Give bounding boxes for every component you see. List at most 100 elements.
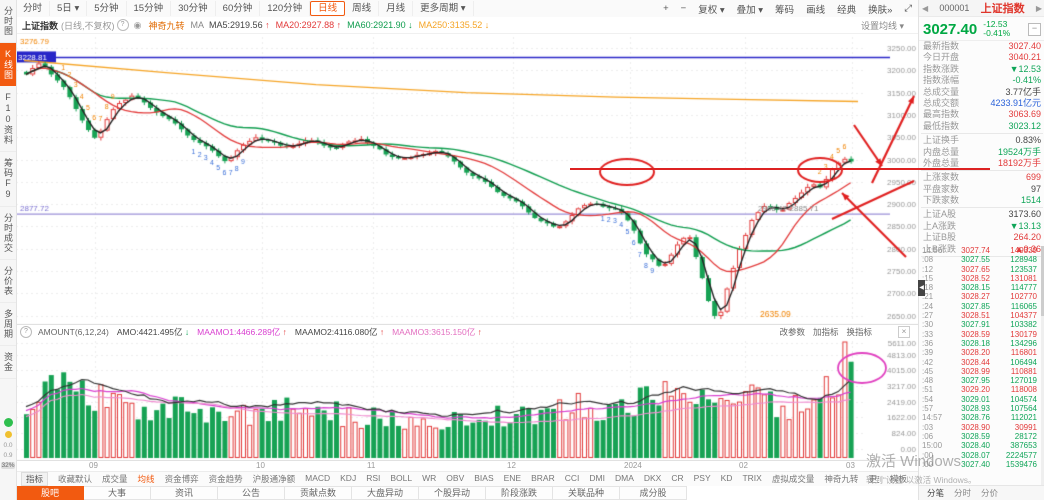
stat-row-总成交量: 总成交量 3.77亿手 [923,86,1041,97]
period-5分钟[interactable]: 5分钟 [87,1,127,16]
bottom-nav-阶段涨跌[interactable]: 阶段涨跌 [486,486,553,500]
amount-values: AMO:4421.495亿 ↓ MAAMO1:4466.289亿 ↑ MAAMO2:… [113,326,486,338]
set-ma-button[interactable]: 设置均线 ▾ [860,20,904,31]
indicator-tab-BRAR[interactable]: BRAR [531,473,555,483]
help-icon[interactable]: ? [116,19,129,31]
bottom-nav-成分股[interactable]: 成分股 [620,486,687,500]
indicator-tab-虚拟成交量[interactable]: 虚拟成交量 [771,474,815,484]
indicator-tab-资金趋势[interactable]: 资金趋势 [208,474,243,484]
tick-scrollbar[interactable] [1041,246,1044,485]
sidebar-tab-多周期[interactable]: 多周期 [0,303,16,346]
collapse-panel-button[interactable]: − [1028,22,1041,36]
magic-nine-label[interactable]: 神奇九转 [148,20,185,31]
bottom-nav-关联品种[interactable]: 关联品种 [553,486,620,500]
bottom-nav-个股异动[interactable]: 个股异动 [419,486,486,500]
indicator-tab-资金博弈[interactable]: 资金博弈 [164,474,199,484]
indicator-lead-label: 指标 [21,472,49,486]
indicator-tab-CR[interactable]: CR [671,473,684,483]
period-15分钟[interactable]: 15分钟 [127,1,172,16]
stat-row-外盘总量: 外盘总量 18192万手 [923,157,1041,168]
period-60分钟[interactable]: 60分钟 [216,1,261,16]
sidebar-tab-K线图[interactable]: K线图 [0,43,16,86]
period-月线[interactable]: 月线 [379,1,414,16]
tool-叠加[interactable]: 叠加 ▾ [736,4,764,16]
indicator-tab-BOLL[interactable]: BOLL [390,473,413,483]
indicator-tab-神奇九转[interactable]: 神奇九转 [824,474,859,484]
bottom-nav-资讯[interactable]: 资讯 [151,486,218,500]
tool-复权[interactable]: 复权 ▾ [698,4,725,16]
sidebar-tab-资金[interactable]: 资金 [0,346,16,379]
volume-chart[interactable] [16,339,918,461]
tool-经典[interactable]: 经典 [837,4,857,16]
tick-row: :08 3027.55 128948 [922,255,1037,265]
tool-⤢[interactable]: ⤢ [904,3,912,14]
indicator-tab-WR[interactable]: WR [422,473,437,483]
amount-link-换指标[interactable]: 换指标 [846,327,872,337]
bottom-nav-大事[interactable]: 大事 [84,486,151,500]
bottom-nav-股吧[interactable]: 股吧 [16,486,84,500]
tick-row: :03 3028.90 30991 [922,422,1037,432]
tool-筹码[interactable]: 筹码 [775,4,795,16]
quote-tab-分笔[interactable]: 分笔 [927,488,945,498]
period-周线[interactable]: 周线 [345,1,380,16]
amount-help-icon[interactable]: ? [20,326,32,338]
amount-link-加指标[interactable]: 加指标 [812,327,839,337]
date-axis-label: 03 [846,461,855,470]
tool-换肤[interactable]: 换肤» [868,4,893,16]
sidebar-tab-筹码F9[interactable]: 筹码F9 [0,152,16,207]
sidebar-tab-分时图[interactable]: 分时图 [0,0,16,43]
prev-stock-arrow[interactable]: ◀ [922,3,929,13]
sidebar-tab-分时成交[interactable]: 分时成交 [0,207,16,260]
tool-−[interactable]: − [680,3,687,14]
quote-tab-分时[interactable]: 分时 [954,488,972,498]
tool-+[interactable]: + [663,3,669,14]
tick-row: 14:56 3027.74 149330 [922,246,1037,255]
indicator-tab-KDJ[interactable]: KDJ [340,473,357,483]
tick-list[interactable]: 14:56 3027.74 149330:08 3027.55 128948:12 302… [919,246,1040,485]
bottom-nav-贡献点数[interactable]: 贡献点数 [285,486,352,500]
tick-row: 14:57 3028.76 112021 [922,413,1037,423]
indicator-tab-CCI[interactable]: CCI [564,473,580,483]
eye-icon[interactable]: ◉ [133,20,142,30]
indicator-tab-成交量[interactable]: 成交量 [102,474,128,484]
tick-row: 15:00 3028.40 387653 [922,441,1037,451]
sidebar-tab-F10资料[interactable]: F10资料 [0,86,16,152]
indicator-tab-KD[interactable]: KD [720,473,733,483]
panel-collapse-handle[interactable]: ◀ [918,280,925,296]
bottom-nav-公告[interactable]: 公告 [218,486,285,500]
period-120分钟[interactable]: 120分钟 [260,1,311,16]
tool-画线[interactable]: 画线 [806,4,826,16]
period-分时[interactable]: 分时 [16,1,51,16]
tick-row: :54 3029.01 104574 [922,394,1037,404]
indicator-tab-PSY[interactable]: PSY [693,473,711,483]
indicator-tab-均线[interactable]: 均线 [137,474,155,484]
indicator-tab-更多指标[interactable]: 更多指标 [868,474,878,484]
template-button[interactable]: 模板 [889,474,907,484]
indicator-tab-收藏默认[interactable]: 收藏默认 [58,474,93,484]
indicator-tab-DMA[interactable]: DMA [614,473,634,483]
close-indicator-icon[interactable]: × [898,326,910,338]
period-日线[interactable]: 日线 [310,1,346,16]
indicator-tab-DKX[interactable]: DKX [643,473,662,483]
indicator-tab-BIAS[interactable]: BIAS [474,473,494,483]
indicator-tab-DMI[interactable]: DMI [589,473,605,483]
indicator-tab-MACD[interactable]: MACD [305,473,331,483]
main-candlestick-chart[interactable] [16,33,918,325]
quote-tab-分价[interactable]: 分价 [981,488,999,498]
overlay-green-ball-icon[interactable] [3,418,13,427]
indicator-tab-沪股通净额[interactable]: 沪股通净额 [252,474,296,484]
indicator-tab-OBV[interactable]: OBV [446,473,465,483]
period-30分钟[interactable]: 30分钟 [171,1,216,16]
ma-value: MA5:2919.56 ↑ [209,20,270,30]
indicator-tab-ENE[interactable]: ENE [503,473,522,483]
chart-tools: + − 复权 ▾ 叠加 ▾ 筹码 画线 经典 换肤» ⤢ [657,2,918,16]
bottom-nav-大盘异动[interactable]: 大盘异动 [352,486,419,500]
period-更多周期[interactable]: 更多周期 ▾ [413,1,474,16]
period-5日[interactable]: 5日 ▾ [50,1,88,16]
indicator-tab-RSI[interactable]: RSI [366,473,381,483]
sidebar-tab-分价表[interactable]: 分价表 [0,260,16,303]
overlay-yellow-ball-icon[interactable] [4,431,12,438]
next-stock-arrow[interactable]: ▶ [1035,3,1042,13]
indicator-tab-TRIX[interactable]: TRIX [742,473,762,483]
amount-link-改参数[interactable]: 改参数 [779,327,805,337]
